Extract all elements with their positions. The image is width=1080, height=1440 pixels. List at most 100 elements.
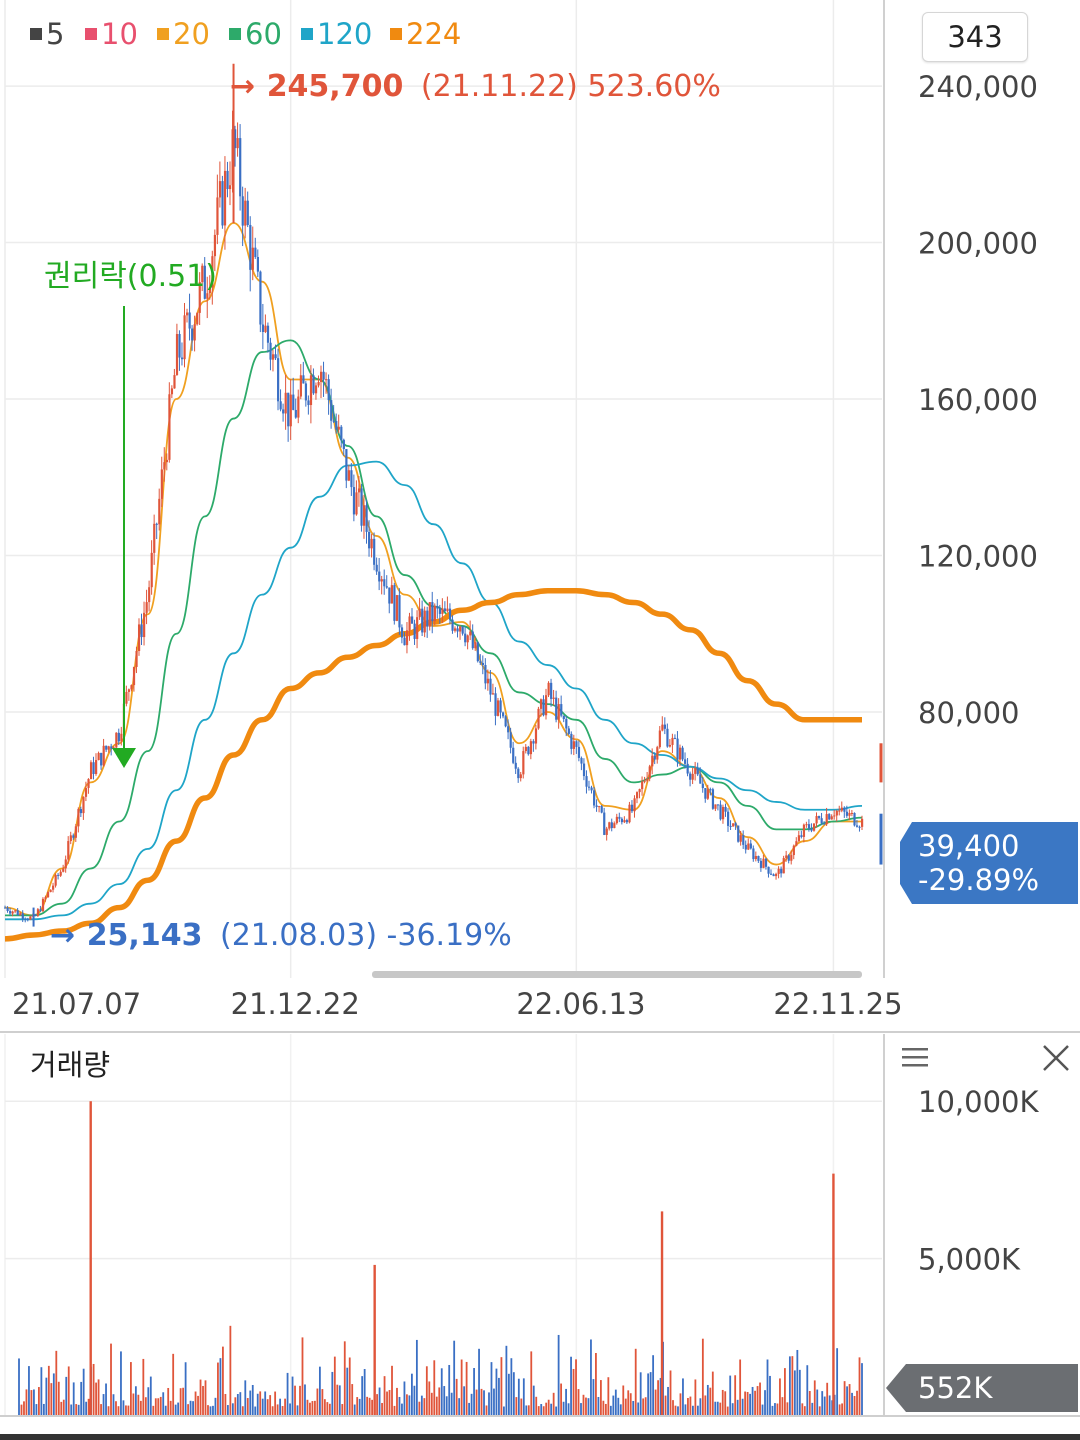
volume-bar [343, 1341, 346, 1416]
candle-body [572, 741, 576, 749]
candle-body [340, 426, 343, 440]
candle-body [89, 762, 93, 780]
candle-body [110, 746, 113, 749]
price-tick-label: 160,000 [918, 383, 1038, 417]
candle-body [107, 746, 110, 750]
candle-body [405, 630, 409, 646]
volume-bar [57, 1381, 60, 1416]
close-icon[interactable] [1036, 1038, 1076, 1078]
legend-item-5[interactable]: 5 [30, 17, 64, 51]
candle-body [732, 823, 735, 827]
legend-item-60[interactable]: 60 [229, 17, 282, 51]
volume-bar [318, 1366, 321, 1416]
candle-body [848, 812, 851, 816]
candle-body [719, 804, 722, 820]
candle-body [155, 523, 158, 525]
candle-body [360, 488, 363, 526]
candle-body [251, 247, 254, 270]
volume-bar [286, 1372, 289, 1416]
candle-body [810, 828, 813, 831]
candle-body [82, 796, 85, 814]
volume-bar [833, 1394, 836, 1416]
volume-bar [281, 1406, 284, 1416]
volume-bar [388, 1390, 391, 1416]
candle-body [322, 371, 325, 380]
volume-bar [391, 1365, 393, 1416]
candle-body [575, 741, 578, 747]
volume-bar [505, 1345, 508, 1416]
volume-bar [28, 1366, 30, 1416]
volume-bar [207, 1405, 209, 1416]
legend-item-120[interactable]: 120 [301, 17, 372, 51]
volume-bar [23, 1401, 25, 1416]
candle-body [721, 806, 725, 820]
chart-scrollbar[interactable] [372, 971, 862, 978]
volume-bar [413, 1385, 416, 1416]
volume-bar [530, 1351, 533, 1416]
volume-bar [301, 1337, 304, 1416]
legend-item-10[interactable]: 10 [85, 17, 138, 51]
candle-body [9, 911, 12, 914]
candle-body [699, 774, 702, 784]
candle-body [378, 571, 381, 582]
candle-body [486, 678, 490, 684]
volume-bar [378, 1387, 381, 1416]
candle-body [357, 488, 361, 493]
candle-body [385, 586, 388, 588]
candle-body [403, 637, 406, 646]
candle-body [145, 602, 148, 613]
volume-bar [537, 1406, 540, 1416]
volume-bar [803, 1406, 806, 1416]
candle-body [610, 822, 613, 829]
volume-bar [254, 1406, 257, 1416]
candle-body [638, 789, 641, 793]
volume-bar [433, 1360, 436, 1416]
volume-bar [152, 1405, 155, 1416]
volume-bar [110, 1343, 112, 1416]
ma-legend[interactable]: 5 10 20 60 120 224 [30, 17, 461, 51]
date-tick-label: 22.06.13 [516, 987, 645, 1021]
volume-bar [525, 1405, 528, 1416]
candle-body [623, 820, 626, 823]
candle-body [241, 196, 244, 226]
candle-body [302, 375, 305, 384]
volume-bar [271, 1406, 274, 1416]
volume-bar [699, 1398, 702, 1416]
candle-body [170, 388, 174, 395]
volume-bar [634, 1348, 637, 1416]
candle-body [663, 724, 667, 729]
volume-bar [154, 1398, 157, 1416]
candle-body [264, 325, 267, 332]
candle-body [706, 789, 709, 799]
menu-icon[interactable] [898, 1040, 934, 1076]
volume-bar [341, 1404, 344, 1416]
legend-item-224[interactable]: 224 [390, 17, 461, 51]
candle-body [77, 809, 80, 827]
volume-bar [490, 1362, 493, 1416]
candle-body [678, 747, 682, 760]
candle-body [226, 170, 229, 190]
volume-bar [473, 1368, 475, 1416]
volume-bar [209, 1406, 212, 1416]
legend-swatch [390, 28, 402, 40]
volume-bar [50, 1383, 53, 1416]
volume-bar [721, 1389, 724, 1416]
candle-body [711, 789, 715, 809]
candle-body [598, 806, 601, 808]
legend-swatch [30, 28, 42, 40]
low-arrow: → [50, 918, 75, 953]
candle-body [600, 806, 603, 813]
candle-body [36, 909, 40, 916]
volume-bar [192, 1401, 194, 1416]
candle-body [380, 579, 383, 582]
volume-bar [647, 1373, 650, 1416]
legend-item-20[interactable]: 20 [157, 17, 210, 51]
candle-body [186, 312, 189, 316]
candle-body [825, 814, 828, 825]
date-tick-label: 21.07.07 [12, 987, 141, 1021]
candle-body [259, 271, 262, 325]
volume-bar [577, 1389, 580, 1416]
period-count-box[interactable]: 343 [922, 12, 1028, 62]
volume-bar [478, 1348, 480, 1416]
